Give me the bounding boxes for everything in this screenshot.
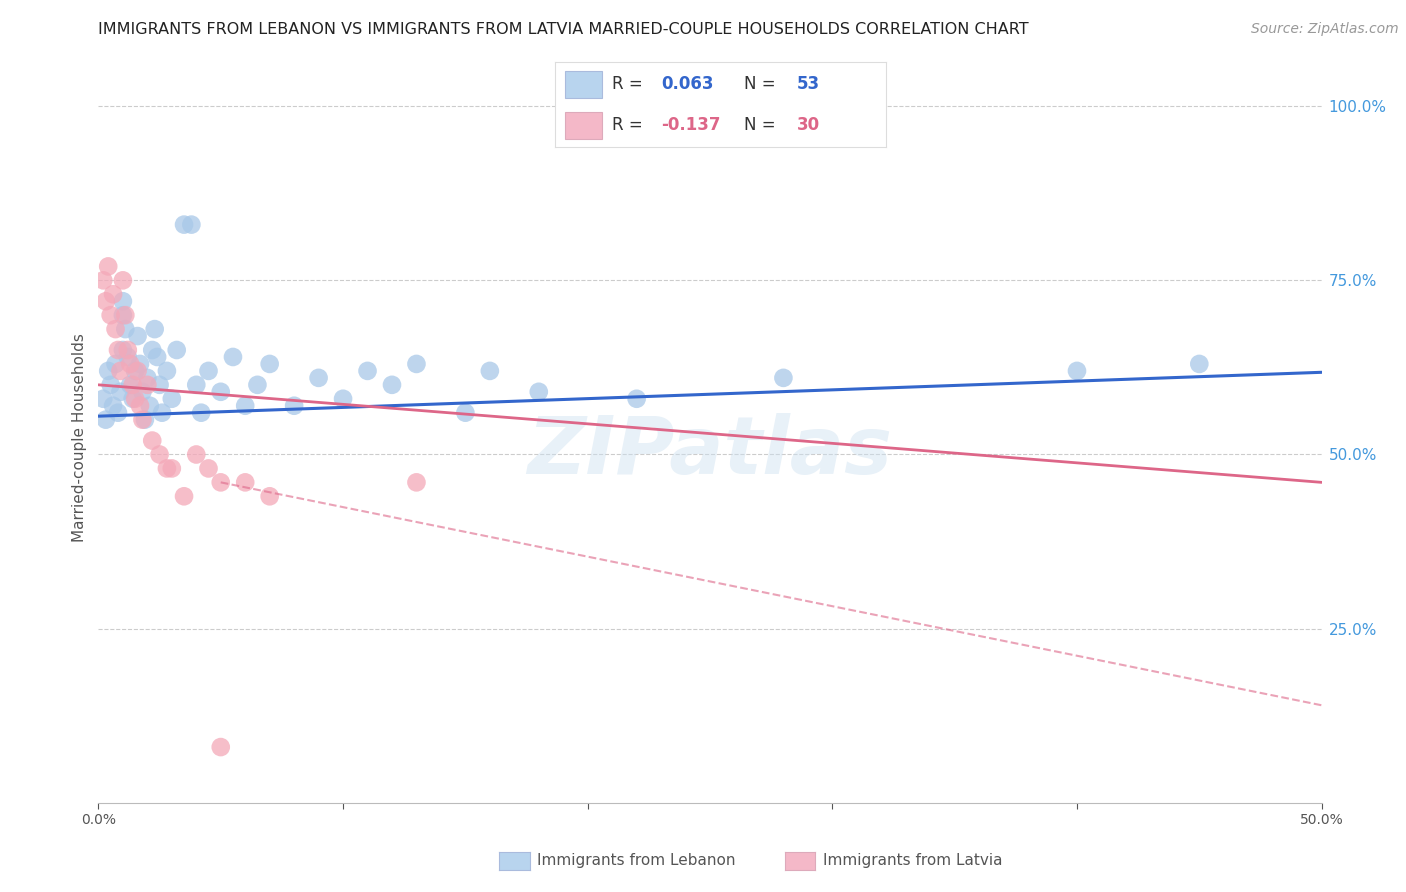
Point: [405, 357, 427, 371]
Point: [124, 392, 146, 406]
Text: 53: 53: [797, 76, 820, 94]
Point: [104, 357, 127, 371]
Point: [209, 384, 232, 399]
Point: [233, 475, 256, 490]
Point: [97, 260, 120, 274]
Point: [127, 329, 149, 343]
Point: [166, 343, 188, 357]
Point: [97, 364, 120, 378]
Point: [141, 343, 163, 357]
Point: [111, 294, 134, 309]
Point: [150, 406, 173, 420]
Point: [156, 461, 179, 475]
Point: [91, 273, 114, 287]
Point: [149, 377, 172, 392]
Point: [100, 308, 122, 322]
Point: [121, 392, 143, 406]
Text: 0.063: 0.063: [661, 76, 714, 94]
Point: [114, 308, 136, 322]
Point: [129, 399, 152, 413]
Point: [186, 448, 208, 462]
Point: [1188, 357, 1211, 371]
Point: [259, 489, 281, 503]
Point: [117, 350, 139, 364]
Point: [101, 399, 124, 413]
Point: [120, 377, 142, 392]
Point: [149, 448, 172, 462]
Point: [308, 371, 330, 385]
Point: [124, 364, 146, 378]
Point: [107, 343, 129, 357]
Point: [1066, 364, 1088, 378]
Point: [111, 343, 134, 357]
Point: [160, 392, 183, 406]
Text: IMMIGRANTS FROM LEBANON VS IMMIGRANTS FROM LATVIA MARRIED-COUPLE HOUSEHOLDS CORR: IMMIGRANTS FROM LEBANON VS IMMIGRANTS FR…: [98, 22, 1029, 37]
Point: [111, 273, 134, 287]
Point: [110, 384, 132, 399]
Point: [283, 399, 305, 413]
Point: [139, 399, 162, 413]
Point: [478, 364, 501, 378]
Point: [626, 392, 648, 406]
Point: [143, 322, 166, 336]
Point: [197, 461, 219, 475]
Point: [186, 377, 208, 392]
Y-axis label: Married-couple Households: Married-couple Households: [72, 333, 87, 541]
Point: [180, 218, 202, 232]
Text: Source: ZipAtlas.com: Source: ZipAtlas.com: [1251, 22, 1399, 37]
Point: [117, 343, 139, 357]
Point: [121, 377, 143, 392]
Point: [405, 475, 427, 490]
Point: [110, 364, 132, 378]
FancyBboxPatch shape: [565, 71, 602, 98]
Point: [141, 434, 163, 448]
Point: [190, 406, 212, 420]
Text: ZIPatlas: ZIPatlas: [527, 413, 893, 491]
Point: [129, 357, 152, 371]
Point: [91, 392, 114, 406]
Point: [222, 350, 245, 364]
Point: [233, 399, 256, 413]
FancyBboxPatch shape: [565, 112, 602, 139]
Point: [527, 384, 550, 399]
Point: [104, 322, 127, 336]
Point: [131, 412, 153, 426]
Point: [136, 371, 159, 385]
Text: 30: 30: [797, 116, 820, 134]
Point: [114, 322, 136, 336]
Point: [146, 350, 169, 364]
Point: [94, 294, 117, 309]
Point: [131, 384, 153, 399]
Point: [209, 475, 232, 490]
Point: [246, 377, 269, 392]
Point: [173, 218, 195, 232]
Point: [332, 392, 354, 406]
Point: [160, 461, 183, 475]
Point: [156, 364, 179, 378]
Text: R =: R =: [612, 76, 648, 94]
Point: [454, 406, 477, 420]
Text: -0.137: -0.137: [661, 116, 721, 134]
Point: [111, 308, 134, 322]
Text: N =: N =: [744, 76, 780, 94]
Point: [197, 364, 219, 378]
Point: [100, 377, 122, 392]
Point: [120, 357, 142, 371]
Point: [107, 406, 129, 420]
Point: [101, 287, 124, 301]
Text: N =: N =: [744, 116, 780, 134]
Point: [209, 740, 232, 755]
Point: [127, 364, 149, 378]
Point: [134, 412, 156, 426]
Point: [772, 371, 794, 385]
Text: Immigrants from Lebanon: Immigrants from Lebanon: [537, 854, 735, 868]
Text: Immigrants from Latvia: Immigrants from Latvia: [823, 854, 1002, 868]
Text: R =: R =: [612, 116, 648, 134]
Point: [356, 364, 378, 378]
Point: [259, 357, 281, 371]
Point: [173, 489, 195, 503]
Point: [381, 377, 404, 392]
Point: [94, 412, 117, 426]
Point: [136, 377, 159, 392]
